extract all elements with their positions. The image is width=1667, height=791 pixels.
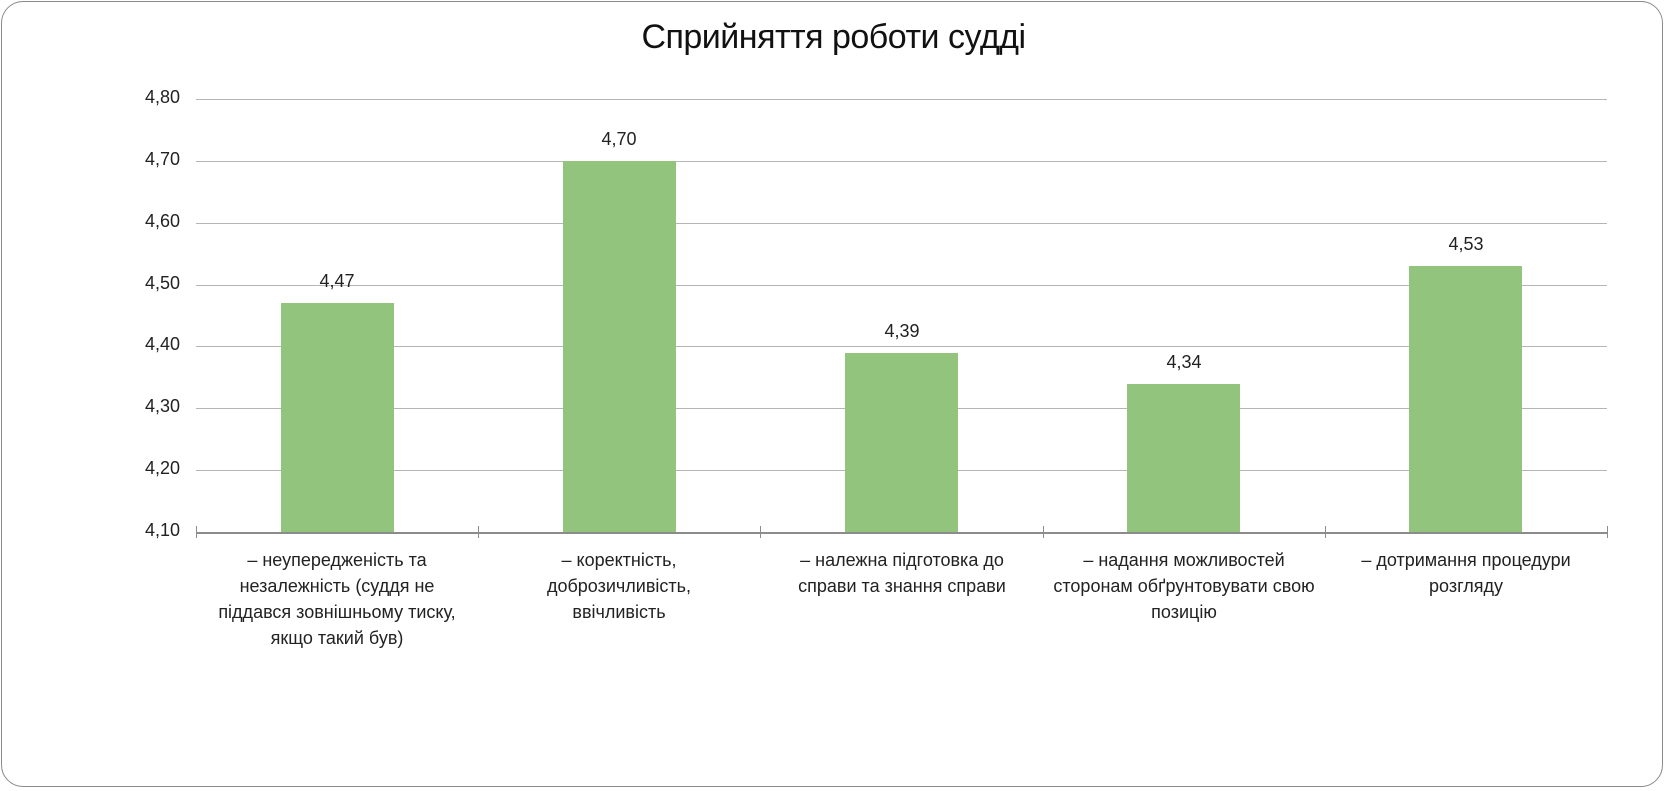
- y-tick-label: 4,60: [144, 211, 180, 231]
- bar-4: [1409, 266, 1522, 532]
- gridline: [196, 223, 1607, 224]
- x-axis-line: [196, 532, 1607, 534]
- category-label-line: – коректність, доброзичливість,: [546, 550, 692, 596]
- data-label: 4,53: [1448, 234, 1484, 254]
- x-category-label: – коректність, доброзичливість, ввічливіс…: [488, 547, 750, 625]
- bar-2: [845, 353, 958, 532]
- x-category-label: – надання можливостей сторонам обґрунтову…: [1053, 547, 1315, 625]
- x-axis-tick: [478, 526, 479, 538]
- bar-0: [281, 303, 394, 532]
- chart-title: Сприйняття роботи судді: [641, 18, 1026, 56]
- y-tick-label: 4,40: [144, 334, 180, 354]
- category-label-line: справи та знання справи: [798, 576, 1006, 596]
- category-label-line: – дотримання процедури: [1361, 550, 1571, 570]
- y-tick-label: 4,10: [144, 520, 180, 540]
- category-label-line: сторонам обґрунтовувати свою: [1053, 576, 1315, 596]
- x-axis-tick: [760, 526, 761, 538]
- gridline: [196, 99, 1607, 100]
- y-tick-label: 4,50: [144, 273, 180, 293]
- gridline: [196, 285, 1607, 286]
- gridline: [196, 346, 1607, 347]
- x-axis-tick: [196, 526, 197, 538]
- data-label: 4,34: [1166, 352, 1202, 372]
- data-label: 4,70: [601, 129, 637, 149]
- category-label-line: піддався зовнішньому тиску,: [218, 602, 456, 622]
- category-label-line: незалежність (суддя не: [239, 576, 435, 596]
- category-label-line: позицію: [1151, 602, 1217, 622]
- x-axis-tick: [1325, 526, 1326, 538]
- x-axis-tick: [1607, 526, 1608, 538]
- x-category-label: – дотримання процедури розгляду: [1335, 547, 1597, 599]
- x-axis-tick: [1043, 526, 1044, 538]
- category-label-line: ввічливість: [572, 602, 666, 622]
- y-tick-label: 4,70: [144, 149, 180, 169]
- category-label-line: – неупередженість та: [247, 550, 427, 570]
- y-tick-label: 4,30: [144, 396, 180, 416]
- x-category-label: – належна підготовка до справи та знання …: [771, 547, 1033, 599]
- y-tick-label: 4,20: [144, 458, 180, 478]
- category-label-line: якщо такий був): [270, 628, 404, 648]
- category-label-line: розгляду: [1429, 576, 1503, 596]
- data-label: 4,47: [319, 271, 355, 291]
- gridline: [196, 161, 1607, 162]
- x-category-label: – неупередженість та незалежність (суддя …: [206, 547, 468, 651]
- data-label: 4,39: [884, 321, 920, 341]
- category-label-line: – належна підготовка до: [800, 550, 1004, 570]
- y-tick-label: 4,80: [144, 87, 180, 107]
- bar-1: [563, 161, 676, 532]
- category-label-line: – надання можливостей: [1083, 550, 1285, 570]
- bar-3: [1127, 384, 1240, 532]
